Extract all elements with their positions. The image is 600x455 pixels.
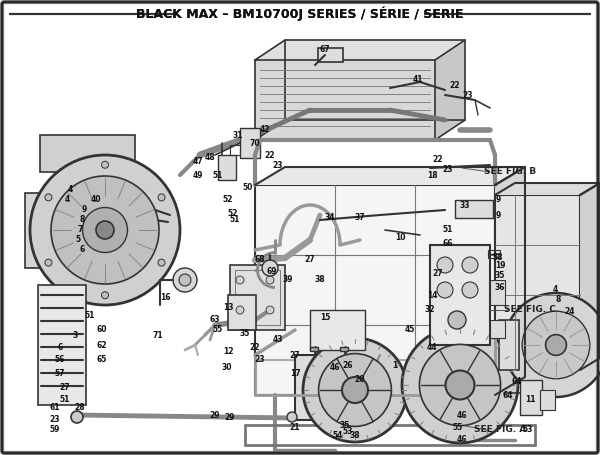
- Circle shape: [462, 282, 478, 298]
- Text: SEE FIG. B: SEE FIG. B: [484, 167, 536, 177]
- Text: 55: 55: [213, 325, 223, 334]
- Circle shape: [262, 260, 278, 276]
- Circle shape: [419, 344, 500, 425]
- Text: 46: 46: [330, 364, 340, 373]
- Text: 31: 31: [233, 131, 243, 140]
- Bar: [310, 347, 318, 351]
- Circle shape: [437, 257, 453, 273]
- Circle shape: [266, 276, 274, 284]
- Text: 70: 70: [250, 138, 260, 147]
- Text: 52: 52: [228, 208, 238, 217]
- Circle shape: [236, 306, 244, 314]
- Text: 35: 35: [240, 329, 250, 338]
- Text: 56: 56: [55, 355, 65, 364]
- Text: 51: 51: [443, 226, 453, 234]
- Text: 36: 36: [495, 283, 505, 293]
- Text: 30: 30: [222, 363, 232, 371]
- Polygon shape: [435, 40, 465, 140]
- Text: 23: 23: [255, 355, 265, 364]
- Text: 53: 53: [523, 425, 533, 435]
- Bar: [318, 48, 343, 62]
- Text: 59: 59: [50, 425, 60, 435]
- Text: 50: 50: [243, 183, 253, 192]
- Text: 27: 27: [433, 268, 443, 278]
- Text: 62: 62: [97, 340, 107, 349]
- Text: 24: 24: [565, 308, 575, 317]
- Text: 19: 19: [495, 261, 505, 269]
- Text: BLACK MAX – BM10700J SERIES / SÉRIE / SERIE: BLACK MAX – BM10700J SERIES / SÉRIE / SE…: [136, 7, 464, 21]
- Text: 6: 6: [58, 344, 62, 353]
- Text: 21: 21: [290, 424, 300, 433]
- Circle shape: [522, 311, 590, 379]
- Bar: [488, 250, 500, 258]
- Circle shape: [437, 282, 453, 298]
- Text: 45: 45: [405, 325, 415, 334]
- Text: 17: 17: [290, 369, 301, 378]
- Bar: [218, 155, 236, 180]
- Polygon shape: [495, 167, 525, 395]
- Text: 7: 7: [77, 226, 83, 234]
- Text: 23: 23: [50, 415, 60, 425]
- Text: 65: 65: [97, 355, 107, 364]
- Bar: [499, 320, 519, 370]
- Bar: [430, 245, 490, 345]
- Text: 38: 38: [314, 275, 325, 284]
- Circle shape: [101, 161, 109, 168]
- Text: 22: 22: [433, 156, 443, 165]
- Circle shape: [96, 221, 114, 239]
- Text: 38: 38: [350, 430, 361, 440]
- Text: 35: 35: [340, 420, 350, 430]
- Text: 57: 57: [55, 369, 65, 378]
- Circle shape: [236, 276, 244, 284]
- Bar: [230, 145, 242, 155]
- Text: 10: 10: [395, 233, 405, 243]
- Text: 71: 71: [152, 330, 163, 339]
- Circle shape: [287, 412, 297, 422]
- Text: 40: 40: [91, 196, 101, 204]
- Circle shape: [101, 292, 109, 299]
- Text: 51: 51: [85, 310, 95, 319]
- Text: 60: 60: [97, 325, 107, 334]
- Text: 4: 4: [553, 285, 557, 294]
- Text: 49: 49: [193, 171, 203, 180]
- Bar: [38, 285, 86, 405]
- Text: 22: 22: [450, 81, 460, 90]
- Text: 47: 47: [193, 157, 203, 167]
- Circle shape: [51, 176, 159, 284]
- Text: 18: 18: [427, 171, 437, 180]
- Text: 51: 51: [213, 171, 223, 180]
- Text: 64: 64: [503, 390, 513, 399]
- Text: 28: 28: [74, 404, 85, 413]
- Text: 27: 27: [305, 256, 316, 264]
- Text: 63: 63: [210, 315, 220, 324]
- Polygon shape: [255, 60, 435, 140]
- Text: 69: 69: [267, 268, 277, 277]
- Bar: [310, 310, 365, 350]
- Text: 29: 29: [210, 410, 220, 420]
- Text: 33: 33: [460, 201, 470, 209]
- Bar: [25, 193, 105, 268]
- Text: 48: 48: [205, 153, 215, 162]
- Bar: [490, 320, 505, 338]
- Text: 16: 16: [160, 293, 170, 303]
- Text: 5: 5: [76, 236, 80, 244]
- Polygon shape: [255, 40, 465, 60]
- Bar: [540, 390, 555, 410]
- Text: 37: 37: [355, 213, 365, 222]
- Text: 4: 4: [67, 186, 73, 194]
- Text: 39: 39: [283, 275, 293, 284]
- Text: 55: 55: [453, 424, 463, 433]
- Circle shape: [342, 377, 368, 403]
- Text: 14: 14: [427, 290, 437, 299]
- Text: 8: 8: [556, 295, 560, 304]
- Circle shape: [504, 293, 600, 397]
- Text: 51: 51: [230, 216, 240, 224]
- Bar: [340, 347, 348, 351]
- Circle shape: [45, 259, 52, 266]
- Text: 27: 27: [59, 383, 70, 391]
- Text: 26: 26: [343, 360, 353, 369]
- Circle shape: [71, 411, 83, 423]
- Bar: [455, 200, 493, 218]
- Text: 41: 41: [413, 76, 423, 85]
